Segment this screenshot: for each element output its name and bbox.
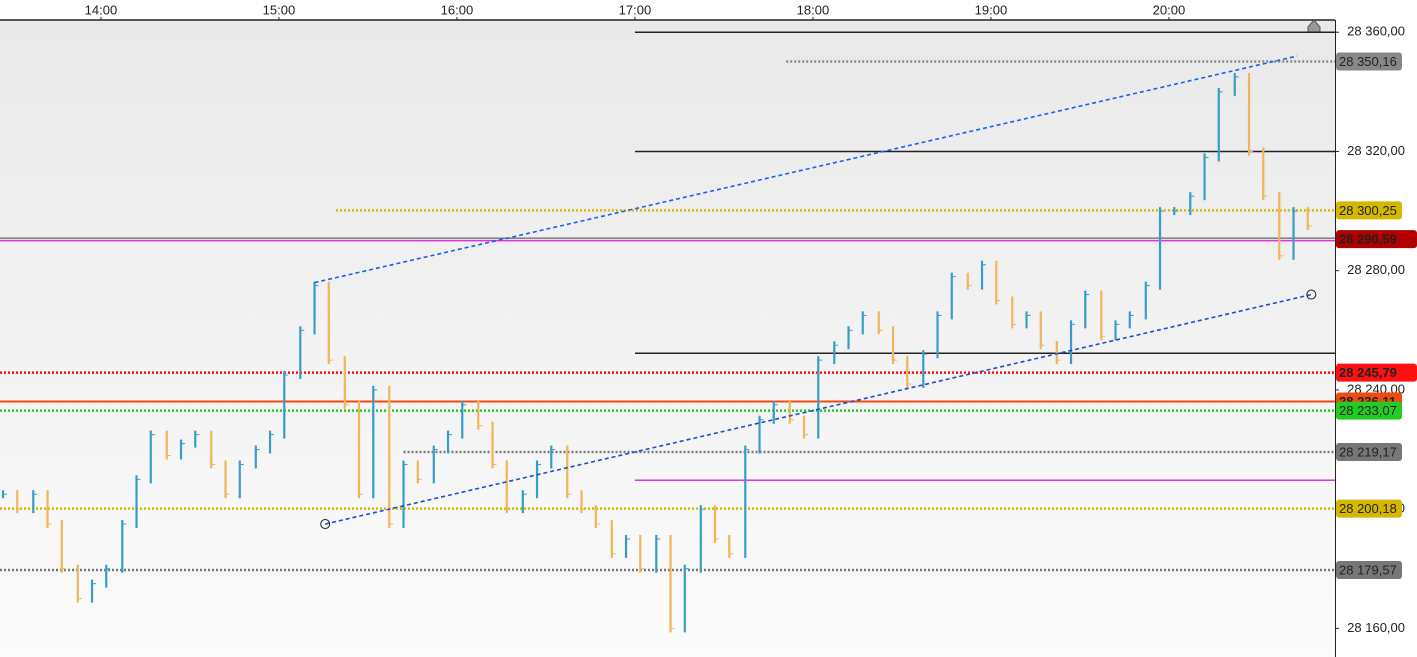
level-label-box [1336, 443, 1402, 462]
level-label-text: 28 200,18 [1339, 501, 1397, 516]
level-label-box [1336, 230, 1417, 249]
y-tick-label: 28 320,00 [1347, 143, 1405, 158]
level-label-box [1336, 52, 1402, 71]
x-tick-label: 18:00 [797, 2, 830, 17]
x-tick-label: 16:00 [441, 2, 474, 17]
level-label: 28 200,18 [1336, 499, 1402, 518]
x-tick-label: 15:00 [263, 2, 296, 17]
level-label-text: 28 350,16 [1339, 54, 1397, 69]
x-tick-label: 17:00 [619, 2, 652, 17]
level-label-box [1336, 561, 1402, 580]
level-label-text: 28 219,17 [1339, 444, 1397, 459]
level-label-box [1336, 401, 1402, 420]
x-tick-label: 14:00 [85, 2, 118, 17]
level-label-text: 28 233,07 [1339, 403, 1397, 418]
level-label-text: 28 290,59 [1339, 232, 1397, 247]
level-label-text: 28 179,57 [1339, 562, 1397, 577]
level-label: 28 245,79 [1336, 363, 1417, 382]
y-tick-label: 28 160,00 [1347, 620, 1405, 635]
trendline [314, 55, 1298, 284]
x-tick-label: 20:00 [1153, 2, 1186, 17]
level-label-box [1336, 363, 1417, 382]
level-label-box [1336, 499, 1402, 518]
level-label: 28 219,17 [1336, 443, 1402, 462]
trendline-handle[interactable] [320, 519, 331, 530]
plot-background [0, 20, 1335, 657]
level-label: 28 300,25 [1336, 201, 1402, 220]
trendline-handle[interactable] [1306, 289, 1317, 300]
y-tick-label: 28 280,00 [1347, 262, 1405, 277]
level-label: 28 233,07 [1336, 401, 1402, 420]
y-tick-label: 28 360,00 [1347, 24, 1405, 39]
trendline [325, 293, 1312, 525]
level-label: 28 290,59 [1336, 230, 1417, 249]
level-label: 28 350,16 [1336, 52, 1402, 71]
scroll-marker[interactable] [1307, 19, 1321, 33]
level-label-text: 28 245,79 [1339, 365, 1397, 380]
level-label-text: 28 300,25 [1339, 203, 1397, 218]
time-axis [0, 0, 1417, 20]
level-label-box [1336, 201, 1402, 220]
x-tick-label: 19:00 [975, 2, 1008, 17]
level-label: 28 179,57 [1336, 561, 1402, 580]
